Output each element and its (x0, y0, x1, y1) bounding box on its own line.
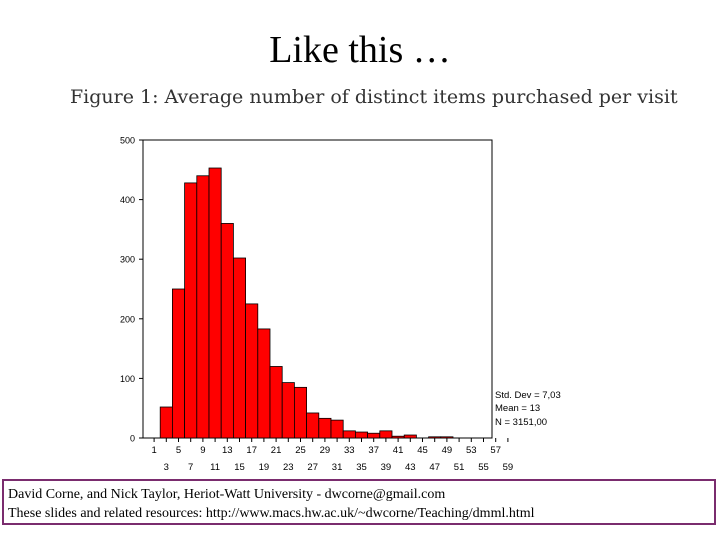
x-tick-label: 31 (332, 462, 343, 473)
y-tick-label: 0 (130, 434, 135, 444)
x-tick-label: 11 (210, 462, 220, 473)
x-tick-label: 47 (429, 462, 440, 473)
histogram-bar (232, 257, 246, 439)
footer-credits: David Corne, and Nick Taylor, Heriot-Wat… (8, 487, 446, 502)
x-tick-label: 49 (442, 445, 453, 456)
histogram-bar (208, 167, 222, 439)
y-tick-label: 300 (120, 255, 135, 265)
x-tick-label: 23 (283, 462, 294, 473)
histogram-bar (403, 434, 417, 439)
x-tick-label: 43 (405, 462, 416, 473)
x-tick-label: 19 (259, 462, 270, 473)
footer-resources[interactable]: These slides and related resources: http… (8, 506, 535, 521)
x-tick-label: 13 (222, 445, 233, 456)
x-tick-label: 37 (368, 445, 379, 456)
stat-std-dev: Std. Dev = 7,03 (495, 390, 561, 401)
x-tick-label: 35 (356, 462, 367, 473)
histogram-bar (257, 328, 271, 439)
x-tick-label: 25 (295, 445, 306, 456)
x-tick-label: 39 (381, 462, 392, 473)
histogram-bar (391, 435, 405, 439)
chart-stats: Std. Dev = 7,03 Mean = 13 N = 3151,00 (495, 389, 561, 429)
histogram-bar (330, 419, 344, 439)
histogram-bar (293, 386, 307, 439)
stat-n: N = 3151,00 (495, 416, 548, 428)
histogram-bar (196, 175, 210, 439)
histogram-bar (306, 412, 320, 439)
x-tick-label: 29 (320, 445, 331, 456)
x-tick-label: 55 (478, 462, 489, 473)
histogram-bar (318, 417, 332, 439)
x-tick-label: 5 (176, 445, 181, 456)
histogram-bar (281, 382, 295, 439)
histogram-bar (171, 288, 185, 439)
histogram-bar (354, 431, 368, 439)
y-tick-label: 400 (120, 195, 135, 205)
x-tick-label: 51 (454, 462, 465, 473)
slide-title: Like this … (269, 29, 451, 71)
x-tick-label: 17 (246, 445, 257, 456)
histogram-bar (342, 430, 356, 439)
histogram-bar (367, 432, 381, 439)
histogram-bar (220, 223, 234, 439)
x-tick-label: 15 (234, 462, 245, 473)
histogram-bar (428, 436, 442, 439)
x-tick-label: 3 (164, 462, 169, 473)
histogram-bar (440, 436, 454, 439)
x-tick-label: 7 (188, 462, 193, 473)
x-tick-label: 53 (466, 445, 477, 456)
x-tick-label: 27 (307, 462, 318, 473)
histogram-bar (245, 303, 259, 439)
y-tick-label: 200 (120, 314, 135, 324)
x-tick-label: 1 (151, 445, 156, 456)
x-tick-label: 21 (271, 445, 282, 456)
x-tick-label: 41 (393, 445, 404, 456)
x-tick-label: 59 (503, 462, 514, 473)
y-tick-label: 500 (120, 136, 135, 146)
histogram-bar (269, 366, 283, 439)
x-tick-label: 33 (344, 445, 355, 456)
y-tick-label: 100 (120, 374, 135, 384)
figure-caption: Figure 1: Average number of distinct ite… (70, 86, 678, 108)
x-tick-label: 45 (417, 445, 428, 456)
x-tick-label: 9 (200, 445, 205, 456)
x-tick-label: 57 (490, 445, 501, 456)
histogram-bar (379, 430, 393, 439)
footer-box: David Corne, and Nick Taylor, Heriot-Wat… (2, 479, 716, 525)
histogram-bar (159, 406, 173, 439)
stat-mean: Mean = 13 (495, 403, 541, 415)
histogram-bar (184, 182, 198, 439)
